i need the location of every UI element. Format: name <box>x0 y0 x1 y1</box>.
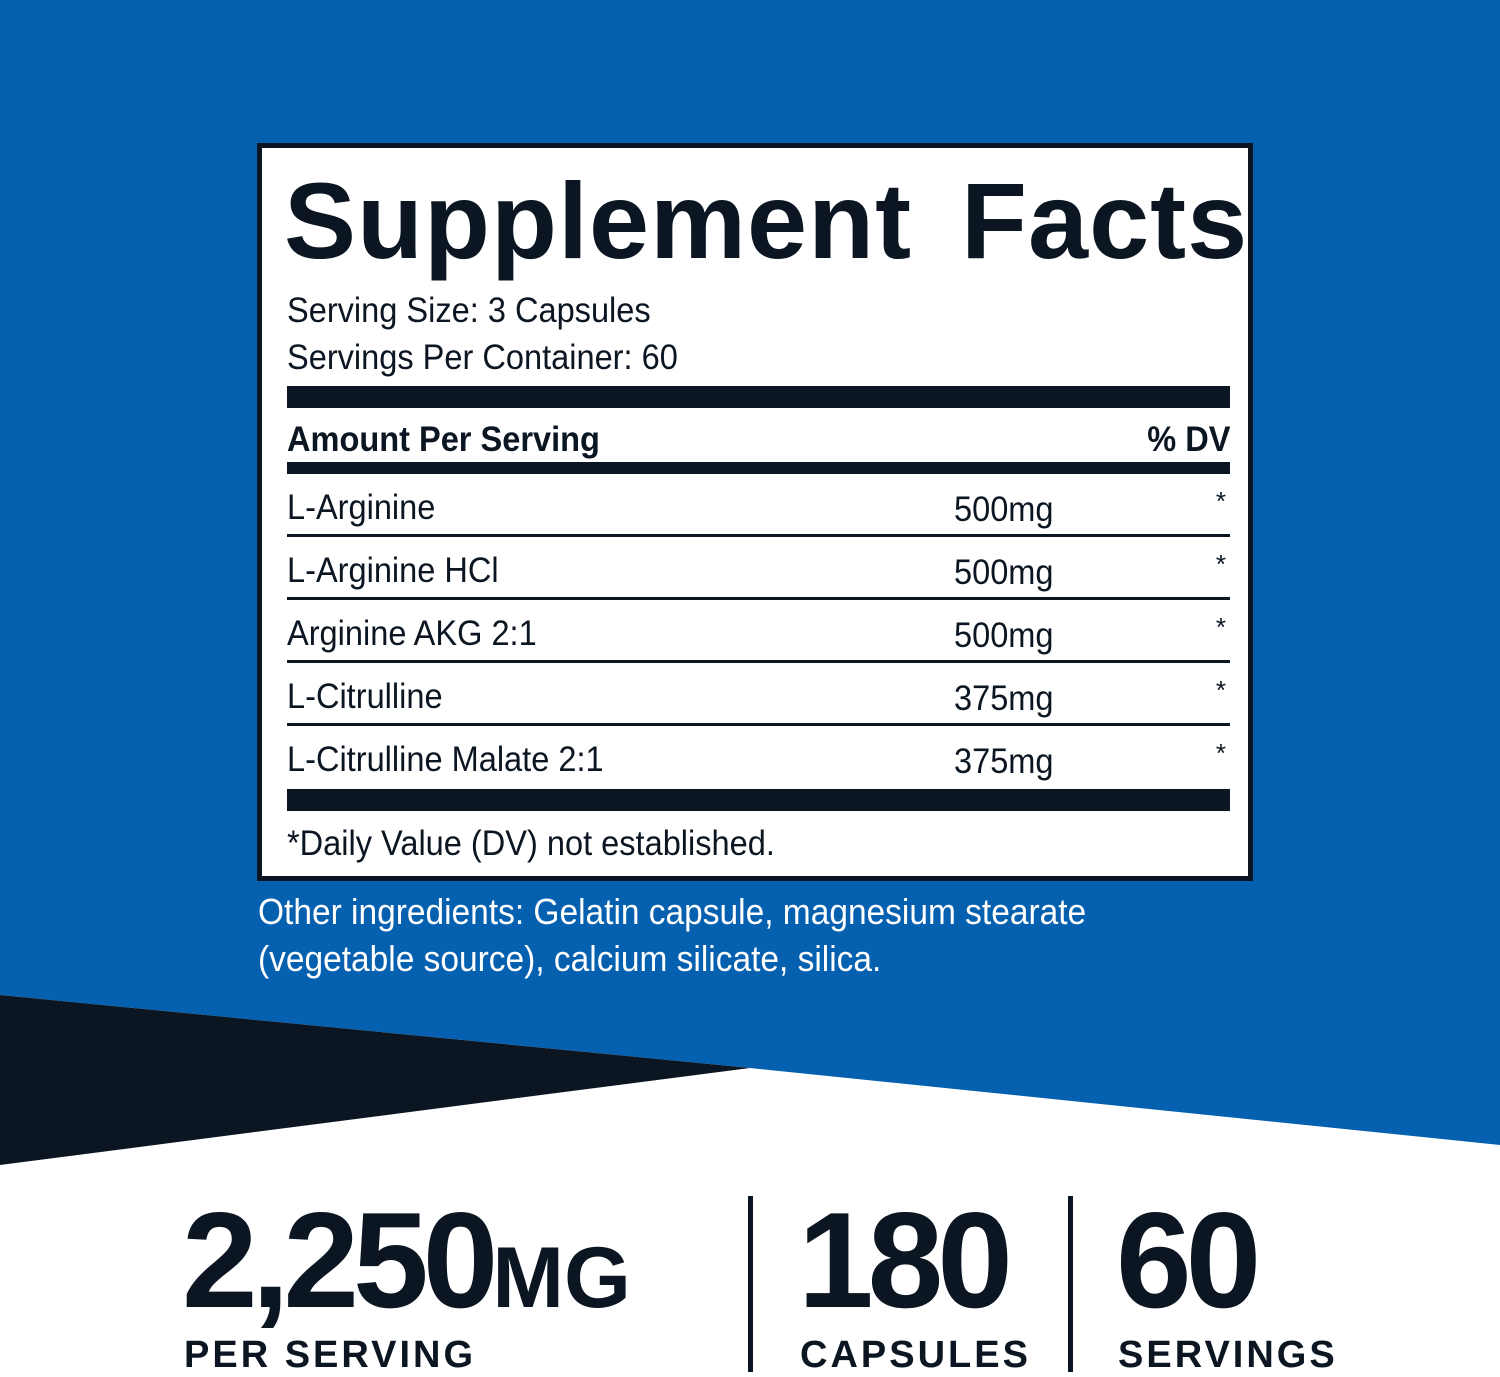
servings-per-container: Servings Per Container: 60 <box>287 338 678 377</box>
stat-value: 180 <box>798 1184 1013 1336</box>
table-row: Arginine AKG 2:1 500mg * <box>287 600 1230 663</box>
stat-unit: MG <box>492 1230 631 1326</box>
ingredient-name: L-Arginine <box>287 488 436 527</box>
ingredient-amount: 500mg <box>954 553 1054 592</box>
ingredient-dv: * <box>1215 675 1226 705</box>
serving-size: Serving Size: 3 Capsules <box>287 291 651 330</box>
ingredient-dv: * <box>1215 738 1226 768</box>
ingredient-amount: 500mg <box>954 490 1054 529</box>
table-row: L-Citrulline 375mg * <box>287 663 1230 726</box>
ingredient-dv: * <box>1215 612 1226 642</box>
stat-label: SERVINGS <box>1118 1334 1338 1376</box>
row-divider <box>287 597 1230 600</box>
row-divider <box>287 534 1230 537</box>
header-dv: % DV <box>1146 420 1230 459</box>
ingredient-amount: 375mg <box>954 742 1054 781</box>
thick-divider <box>287 462 1230 474</box>
row-divider <box>287 660 1230 663</box>
facts-title: Supplement Facts <box>284 160 1249 281</box>
stat-capsules: 180 <box>798 1182 1013 1338</box>
ingredient-dv: * <box>1215 486 1226 516</box>
other-ingredients: Other ingredients: Gelatin capsule, magn… <box>258 891 1087 979</box>
table-row: L-Arginine HCl 500mg * <box>287 537 1230 600</box>
stat-per-serving: 2,250MG <box>182 1182 631 1338</box>
footnote: *Daily Value (DV) not established. <box>287 824 775 863</box>
ingredient-amount: 500mg <box>954 616 1054 655</box>
stat-servings: 60 <box>1116 1182 1261 1338</box>
stat-label: CAPSULES <box>800 1334 1031 1376</box>
ingredient-name: L-Citrulline Malate 2:1 <box>287 740 604 779</box>
thick-divider <box>287 789 1230 811</box>
stat-separator <box>748 1196 753 1372</box>
ingredient-name: Arginine AKG 2:1 <box>287 614 537 653</box>
stat-value: 60 <box>1116 1184 1261 1336</box>
stat-value: 2,250 <box>182 1184 498 1336</box>
ingredient-dv: * <box>1215 549 1226 579</box>
row-divider <box>287 723 1230 726</box>
stat-label: PER SERVING <box>184 1334 477 1376</box>
header-amount: Amount Per Serving <box>287 420 600 459</box>
thick-divider <box>287 386 1230 408</box>
table-row: L-Arginine 500mg * <box>287 474 1230 537</box>
supplement-facts-panel: Supplement Facts Serving Size: 3 Capsule… <box>257 143 1253 881</box>
navy-triangle <box>0 995 750 1165</box>
ingredient-name: L-Arginine HCl <box>287 551 499 590</box>
table-row: L-Citrulline Malate 2:1 375mg * <box>287 726 1230 789</box>
ingredient-amount: 375mg <box>954 679 1054 718</box>
ingredient-name: L-Citrulline <box>287 677 443 716</box>
stat-separator <box>1068 1196 1073 1372</box>
